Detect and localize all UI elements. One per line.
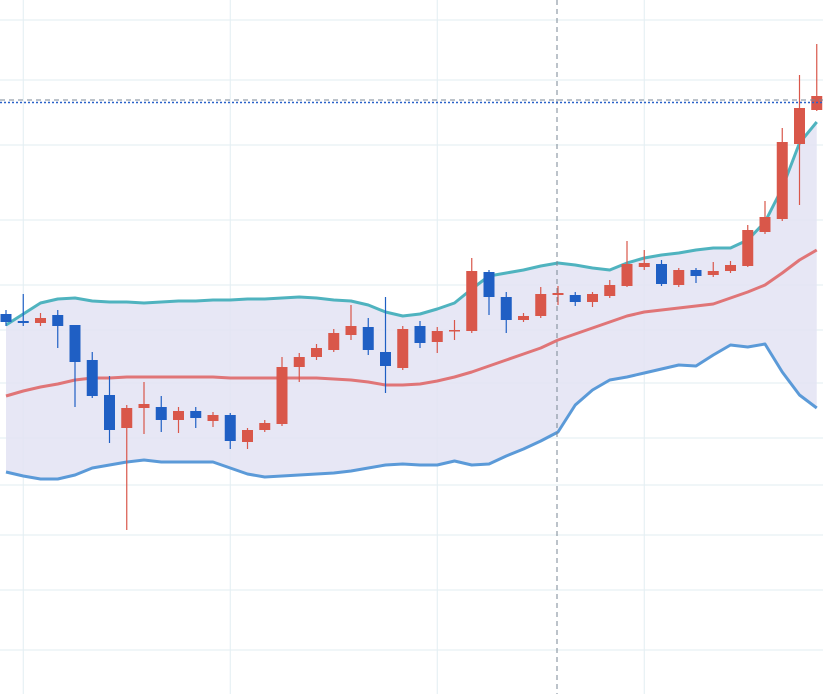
candle-body bbox=[362, 327, 374, 350]
candles bbox=[0, 44, 823, 530]
candle-body bbox=[518, 316, 529, 320]
band bbox=[6, 122, 817, 479]
candle-body bbox=[552, 293, 564, 295]
candle-body bbox=[483, 272, 495, 297]
candle-body bbox=[638, 263, 650, 267]
candle-body bbox=[345, 326, 357, 335]
candle-body bbox=[725, 265, 736, 271]
candle-body bbox=[466, 271, 478, 331]
candle-body bbox=[173, 411, 184, 420]
candle-body bbox=[414, 326, 426, 343]
candle-body bbox=[604, 285, 616, 296]
candle-body bbox=[276, 367, 288, 424]
candle-body bbox=[397, 329, 409, 368]
candle-body bbox=[52, 315, 64, 326]
candle-body bbox=[259, 423, 271, 430]
candle-body bbox=[35, 318, 46, 323]
candle-body bbox=[86, 360, 98, 396]
candle-body bbox=[500, 297, 512, 320]
band-fill bbox=[6, 122, 817, 479]
candle-body bbox=[224, 415, 236, 441]
band-line bbox=[5, 248, 818, 398]
candle-body bbox=[707, 271, 719, 275]
band-line bbox=[5, 342, 818, 481]
candle-body bbox=[673, 270, 685, 285]
candle-body bbox=[0, 314, 12, 322]
candle-body bbox=[380, 352, 391, 366]
candle-body bbox=[104, 395, 115, 430]
candle-body bbox=[69, 325, 81, 362]
candle-body bbox=[656, 264, 667, 284]
candle-body bbox=[449, 330, 460, 332]
candle-body bbox=[311, 348, 322, 357]
candle-body bbox=[742, 230, 754, 266]
indicator-lines bbox=[5, 121, 818, 481]
candle-body bbox=[759, 217, 771, 232]
candle-body bbox=[328, 333, 340, 350]
candle-body bbox=[242, 430, 253, 442]
candle-body bbox=[535, 294, 547, 316]
candle-body bbox=[776, 142, 788, 219]
candle-body bbox=[431, 331, 443, 342]
candle-body bbox=[794, 108, 805, 144]
candle-body bbox=[138, 404, 150, 408]
candle-body bbox=[621, 264, 633, 286]
candle-body bbox=[587, 294, 598, 302]
band-line bbox=[5, 121, 818, 327]
candle-body bbox=[155, 407, 167, 420]
candle-body bbox=[207, 415, 219, 421]
candle-body bbox=[569, 295, 581, 302]
candle-body bbox=[121, 408, 133, 428]
candle-body bbox=[293, 357, 305, 367]
candle-body bbox=[17, 321, 29, 323]
candle-body bbox=[690, 270, 702, 276]
candle-body bbox=[190, 411, 202, 418]
